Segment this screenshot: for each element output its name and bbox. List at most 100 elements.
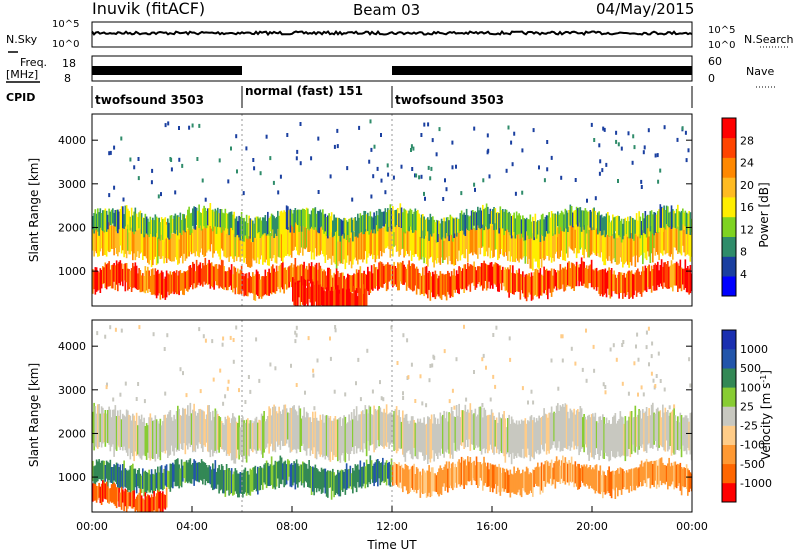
heatmap-cell bbox=[179, 270, 182, 291]
heatmap-cell bbox=[115, 416, 118, 451]
heatmap-cell bbox=[202, 334, 205, 339]
heatmap-cell bbox=[473, 126, 476, 131]
heatmap-cell bbox=[465, 465, 468, 486]
heatmap-cell bbox=[546, 140, 549, 144]
heatmap-cell bbox=[414, 474, 417, 490]
heatmap-cell bbox=[137, 157, 140, 161]
heatmap-cell bbox=[265, 276, 268, 296]
heatmap-cell bbox=[238, 473, 240, 498]
heatmap-cell bbox=[474, 266, 477, 290]
heatmap-cell bbox=[336, 144, 339, 149]
heatmap-cell bbox=[688, 268, 690, 295]
heatmap-cell bbox=[273, 268, 275, 293]
heatmap-cell bbox=[563, 214, 565, 232]
heatmap-cell bbox=[525, 423, 528, 458]
heatmap-cell bbox=[375, 410, 378, 449]
heatmap-cell bbox=[587, 415, 589, 455]
heatmap-cell bbox=[348, 274, 350, 302]
heatmap-cell bbox=[559, 213, 562, 228]
heatmap-cell bbox=[607, 470, 609, 492]
heatmap-cell bbox=[262, 415, 264, 458]
heatmap-cell bbox=[124, 221, 127, 254]
heatmap-cell bbox=[668, 405, 671, 410]
heatmap-cell bbox=[529, 214, 532, 237]
heatmap-cell bbox=[427, 470, 429, 497]
heatmap-cell bbox=[544, 216, 547, 237]
heatmap-cell bbox=[612, 230, 614, 260]
heatmap-cell bbox=[419, 471, 422, 498]
heatmap-cell bbox=[134, 468, 137, 488]
heatmap-cell bbox=[183, 461, 185, 479]
heatmap-cell bbox=[590, 217, 593, 255]
heatmap-cell bbox=[527, 400, 529, 405]
heatmap-cell bbox=[299, 122, 302, 126]
heatmap-cell bbox=[192, 229, 194, 254]
heatmap-cell bbox=[664, 465, 667, 485]
heatmap-cell bbox=[352, 419, 354, 448]
heatmap-cell bbox=[164, 217, 167, 239]
heatmap-cell bbox=[338, 289, 340, 306]
heatmap-cell bbox=[574, 266, 577, 287]
heatmap-cell bbox=[215, 410, 218, 454]
heatmap-cell bbox=[670, 205, 673, 229]
heatmap-cell bbox=[503, 225, 505, 257]
heatmap-cell bbox=[530, 272, 533, 301]
heatmap-cell bbox=[159, 491, 162, 512]
heatmap-cell bbox=[355, 269, 358, 294]
heatmap-cell bbox=[163, 347, 166, 351]
heatmap-cell bbox=[419, 224, 422, 260]
heatmap-cell bbox=[509, 227, 512, 262]
heatmap-cell bbox=[177, 215, 179, 236]
heatmap-cell bbox=[598, 171, 601, 176]
heatmap-cell bbox=[603, 471, 605, 493]
heatmap-cell bbox=[614, 471, 617, 499]
heatmap-cell bbox=[535, 268, 538, 297]
heatmap-cell bbox=[387, 463, 389, 479]
heatmap-cell bbox=[293, 220, 295, 251]
heatmap-cell bbox=[582, 417, 584, 448]
heatmap-cell bbox=[198, 409, 200, 443]
heatmap-cell bbox=[310, 262, 313, 288]
heatmap-cell bbox=[268, 227, 270, 266]
heatmap-cell bbox=[497, 220, 499, 260]
heatmap-cell bbox=[183, 214, 185, 231]
heatmap-cell bbox=[360, 411, 363, 450]
heatmap-cell bbox=[502, 266, 504, 283]
heatmap-cell bbox=[348, 414, 350, 461]
heatmap-cell bbox=[363, 414, 365, 444]
heatmap-cell bbox=[455, 270, 458, 290]
heatmap-cell bbox=[540, 274, 543, 296]
heatmap-cell bbox=[182, 272, 184, 295]
heatmap-cell bbox=[648, 408, 650, 444]
heatmap-cell bbox=[279, 174, 282, 179]
heatmap-cell bbox=[333, 144, 336, 149]
heatmap-cell bbox=[615, 470, 618, 488]
heatmap-cell bbox=[325, 223, 328, 255]
heatmap-cell bbox=[557, 386, 560, 391]
heatmap-cell bbox=[305, 464, 308, 483]
heatmap-cell bbox=[327, 283, 329, 306]
heatmap-cell bbox=[290, 215, 293, 258]
heatmap-cell bbox=[179, 415, 182, 444]
heatmap-cell bbox=[490, 409, 493, 450]
heatmap-cell bbox=[369, 211, 372, 233]
heatmap-cell bbox=[619, 272, 622, 293]
heatmap-cell bbox=[589, 210, 592, 228]
heatmap-cell bbox=[668, 215, 670, 256]
heatmap-cell bbox=[539, 219, 542, 242]
heatmap-cell bbox=[463, 410, 465, 449]
heatmap-cell bbox=[353, 218, 355, 232]
heatmap-cell bbox=[162, 272, 164, 299]
heatmap-cell bbox=[269, 464, 272, 486]
heatmap-cell bbox=[153, 274, 155, 295]
heatmap-cell bbox=[479, 266, 482, 287]
heatmap-cell bbox=[418, 472, 420, 489]
heatmap-cell bbox=[487, 206, 489, 230]
heatmap-cell bbox=[239, 427, 242, 455]
heatmap-cell bbox=[538, 467, 540, 487]
heatmap-cell bbox=[553, 213, 555, 234]
heatmap-cell bbox=[153, 420, 155, 459]
heatmap-cell bbox=[534, 422, 537, 452]
heatmap-cell bbox=[203, 462, 205, 479]
heatmap-cell bbox=[533, 470, 535, 488]
